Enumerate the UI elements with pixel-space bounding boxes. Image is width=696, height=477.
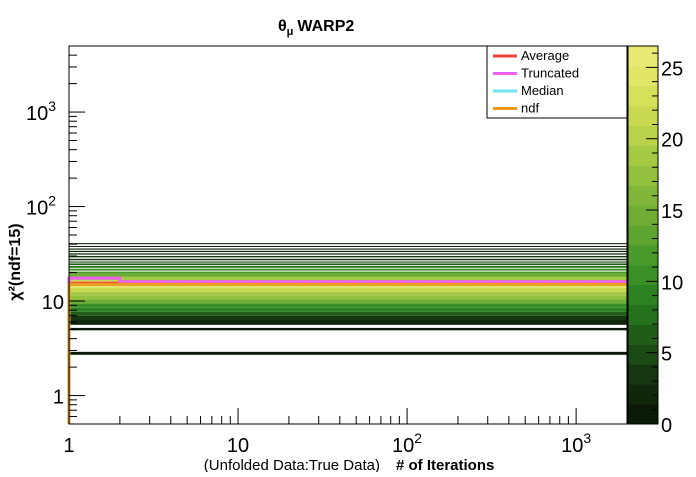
heatmap-cell [69, 258, 627, 261]
y-tick-label: 10 [42, 292, 64, 314]
colorbar-segment [628, 185, 658, 206]
heatmap-cell [69, 243, 627, 245]
plot-frame [68, 45, 628, 425]
colorbar-segment [628, 304, 658, 326]
colorbar-segment [628, 105, 658, 127]
heatmap-cell [69, 327, 627, 331]
y-tick-label: 103 [26, 98, 56, 125]
x-tick-label: 10 [227, 435, 249, 457]
heatmap-cell [69, 271, 627, 274]
legend-entry: Truncated [521, 66, 579, 81]
heatmap-cell [69, 291, 627, 296]
colorbar-tick-label: 15 [661, 201, 683, 223]
heatmap-cell [69, 276, 627, 281]
legend: Average Truncated Median ndf [486, 45, 628, 119]
colorbar-tick-label: 20 [661, 130, 683, 152]
colorbar-frame [627, 45, 659, 425]
colorbar-tick-label: 0 [661, 415, 672, 437]
colorbar-segment [628, 324, 658, 345]
x-axis-title: # of Iterations [396, 457, 494, 472]
heatmap-cell [69, 255, 627, 258]
colorbar-segment [628, 65, 658, 87]
x-tick-label: 1 [63, 435, 74, 457]
colorbar: 0 5 10 15 20 25 [627, 45, 683, 437]
x-tick-label: 102 [392, 430, 422, 457]
y-tick-label: 102 [26, 193, 56, 220]
chart-title: θμ WARP2 [278, 18, 354, 38]
colorbar-tick-label: 5 [661, 344, 672, 366]
colorbar-segment [628, 344, 658, 365]
heatmap-cell [69, 250, 627, 253]
heatmap-cell [69, 311, 627, 316]
colorbar-segment [628, 125, 658, 146]
axes-layer: 1 10 102 103 1 10 102 103 [26, 45, 628, 457]
legend-entry: Average [521, 48, 569, 63]
colorbar-tick-label: 25 [661, 58, 683, 80]
heatmap-cell [69, 287, 627, 292]
heatmap-cell [69, 245, 627, 247]
heatmap-cell [69, 261, 627, 263]
heatmap-cell [69, 265, 627, 268]
heatmap-cell [69, 315, 627, 321]
heatmap-cell [69, 253, 627, 255]
heatmap-cell [69, 303, 627, 308]
heatmap-cell [69, 307, 627, 312]
colorbar-segment [628, 85, 658, 107]
legend-entry: Median [521, 83, 564, 98]
heatmap-cell [69, 268, 627, 271]
colorbar-segment [628, 165, 658, 186]
x-tick-label: 103 [561, 430, 591, 457]
colorbar-segment [628, 384, 658, 405]
colorbar-segment [628, 46, 658, 67]
heatmap-cell [69, 295, 627, 300]
y-axis-title: χ²(ndf=15) [7, 223, 24, 300]
heatmap-cell [69, 351, 627, 355]
colorbar-segment [628, 404, 658, 425]
y-tick-label: 1 [53, 387, 64, 409]
colorbar-tick-label: 10 [661, 272, 683, 294]
heatmap-cell [69, 248, 627, 250]
heatmap-cell [69, 263, 627, 266]
colorbar-segment [628, 145, 658, 166]
colorbar-segment [628, 205, 658, 226]
heatmap-cell [69, 299, 627, 304]
heatmap-cell [69, 320, 627, 325]
heatmap-cell [69, 284, 627, 288]
colorbar-segment [628, 225, 658, 246]
colorbar-segment [628, 244, 658, 266]
x-axis-note: (Unfolded Data:True Data) [204, 457, 380, 472]
colorbar-segment [628, 264, 658, 286]
colorbar-segment [628, 284, 658, 306]
colorbar-segment [628, 364, 658, 385]
legend-entry: ndf [521, 101, 539, 116]
legend-box [486, 45, 628, 119]
heatmap-cell [69, 273, 627, 277]
